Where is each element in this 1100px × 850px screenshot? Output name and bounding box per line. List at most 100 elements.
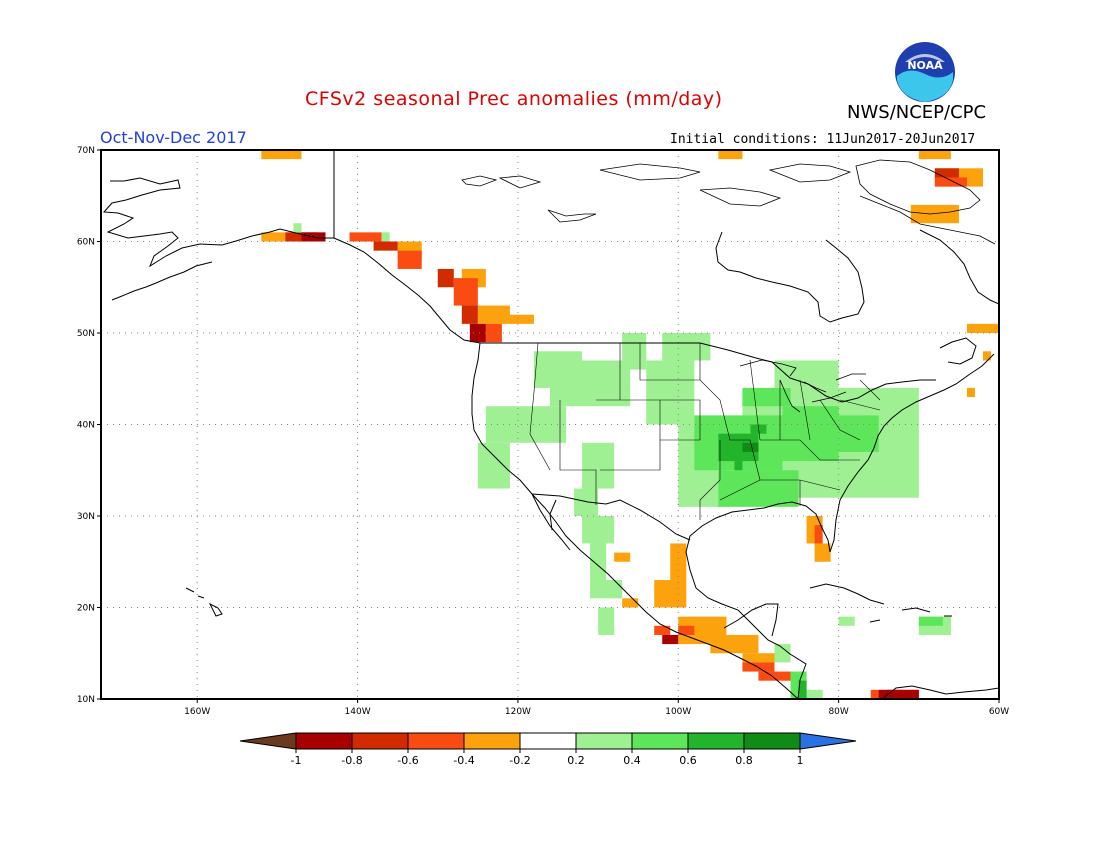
colorbar-label: 0.8 <box>735 754 753 767</box>
anomaly-cell <box>654 580 687 608</box>
anomaly-cell <box>798 680 807 699</box>
anomaly-cell <box>662 333 711 361</box>
anomaly-cell <box>838 616 855 626</box>
lon-label: 120W <box>505 707 531 717</box>
anomaly-cell <box>918 616 943 626</box>
colorbar-bin <box>407 732 465 750</box>
anomaly-cell <box>622 598 639 608</box>
logo-wave <box>897 70 953 102</box>
jamaica <box>869 619 881 623</box>
lat-label: 10N <box>77 695 95 705</box>
lon-label: 100W <box>665 707 691 717</box>
anomaly-cell <box>469 323 486 343</box>
baja-california <box>531 493 571 551</box>
hawaii <box>185 587 223 617</box>
great-lakes <box>739 359 866 413</box>
south-america-coast <box>881 685 999 699</box>
us-canada-border <box>480 342 936 403</box>
colorbar-label: -1 <box>291 754 302 767</box>
colorbar: -1 -0.8 -0.6 -0.4 -0.2 0.2 0.4 0.6 0.8 1 <box>239 732 857 767</box>
anomaly-cell <box>966 387 975 398</box>
colorbar-label: 1 <box>797 754 804 767</box>
gulf-coast <box>685 353 995 699</box>
colorbar-bin <box>351 732 409 750</box>
anomaly-cell <box>838 415 879 452</box>
anomaly-cell <box>742 653 775 663</box>
anomaly-cell <box>477 442 510 489</box>
colorbar-bin <box>743 732 801 750</box>
lon-label: 60W <box>989 707 1009 717</box>
lat-labels: 70N 60N 50N 40N 30N 20N 10N <box>77 146 101 705</box>
anomaly-cell <box>485 406 567 443</box>
west-coast <box>471 342 799 699</box>
us-mexico-border <box>531 493 691 541</box>
anomaly-cell <box>293 223 302 233</box>
anomaly-cell <box>646 360 695 425</box>
anomaly-cell <box>261 232 294 242</box>
anomaly-cell <box>742 442 759 452</box>
colorbar-bin <box>463 732 521 750</box>
lat-label: 40N <box>77 421 95 431</box>
colorbar-label: -0.6 <box>397 754 418 767</box>
anomaly-cell <box>373 241 398 251</box>
state-lines <box>529 342 881 520</box>
lat-label: 30N <box>77 512 95 522</box>
colorbar-label: 0.2 <box>567 754 585 767</box>
anomaly-cell <box>590 543 607 581</box>
colorbar-bin <box>687 732 745 750</box>
hispaniola <box>901 607 931 613</box>
yucatan <box>723 603 779 637</box>
lat-label: 20N <box>77 604 95 614</box>
anomaly-cell <box>814 525 823 544</box>
anomaly-cell <box>381 232 390 242</box>
alaska-canada-border <box>333 150 481 344</box>
anomaly-cell <box>461 305 478 324</box>
anomaly-cell <box>261 150 302 160</box>
anomaly-cell <box>734 461 743 471</box>
colorbar-bin <box>631 732 689 750</box>
colorbar-bin <box>295 732 353 750</box>
initial-conditions-label: Initial conditions: 11Jun2017-20Jun2017 <box>670 132 976 147</box>
colorbar-bin <box>575 732 633 750</box>
labrador-coast <box>919 229 999 305</box>
anomaly-layer <box>261 150 999 699</box>
aleutian-islands <box>111 261 213 301</box>
colorbar-label: -0.2 <box>509 754 530 767</box>
noaa-logo: NOAA <box>895 42 955 102</box>
arctic-islands <box>461 159 996 245</box>
anomaly-cell <box>806 689 823 699</box>
anomaly-cell <box>982 351 991 361</box>
anomaly-cell <box>509 314 534 324</box>
anomaly-cell <box>918 150 951 160</box>
anomaly-cell <box>453 278 478 306</box>
newfoundland <box>939 337 977 365</box>
anomaly-cell <box>598 607 615 635</box>
anomaly-cell <box>582 516 615 544</box>
colorbar-label: 0.6 <box>679 754 697 767</box>
anomaly-cell <box>910 204 959 224</box>
anomaly-cell <box>654 625 671 635</box>
anomaly-cell <box>582 442 615 489</box>
colorbar-bin <box>519 732 577 750</box>
agency-label: NWS/NCEP/CPC <box>847 102 987 123</box>
logo-text: NOAA <box>907 59 943 72</box>
anomaly-cell <box>774 644 791 663</box>
lon-label: 80W <box>828 707 848 717</box>
lat-label: 60N <box>77 238 95 248</box>
anomaly-cell <box>477 305 510 324</box>
colorbar-high-arrow <box>799 732 857 750</box>
anomaly-cell <box>718 470 799 507</box>
anomaly-cell <box>622 333 647 370</box>
anomaly-cell <box>878 689 919 699</box>
anomaly-cell <box>285 232 318 242</box>
anomaly-cell <box>710 634 759 654</box>
lon-labels: 160W 140W 120W 100W 80W 60W <box>184 699 1009 717</box>
chart-title: CFSv2 seasonal Prec anomalies (mm/day) <box>305 88 723 110</box>
anomaly-cell <box>349 232 382 242</box>
anomaly-cell <box>758 671 791 681</box>
colorbar-low-arrow <box>239 732 297 750</box>
anomaly-cell <box>718 150 743 160</box>
alaska-coast <box>102 177 334 268</box>
anomaly-cell <box>397 250 422 269</box>
